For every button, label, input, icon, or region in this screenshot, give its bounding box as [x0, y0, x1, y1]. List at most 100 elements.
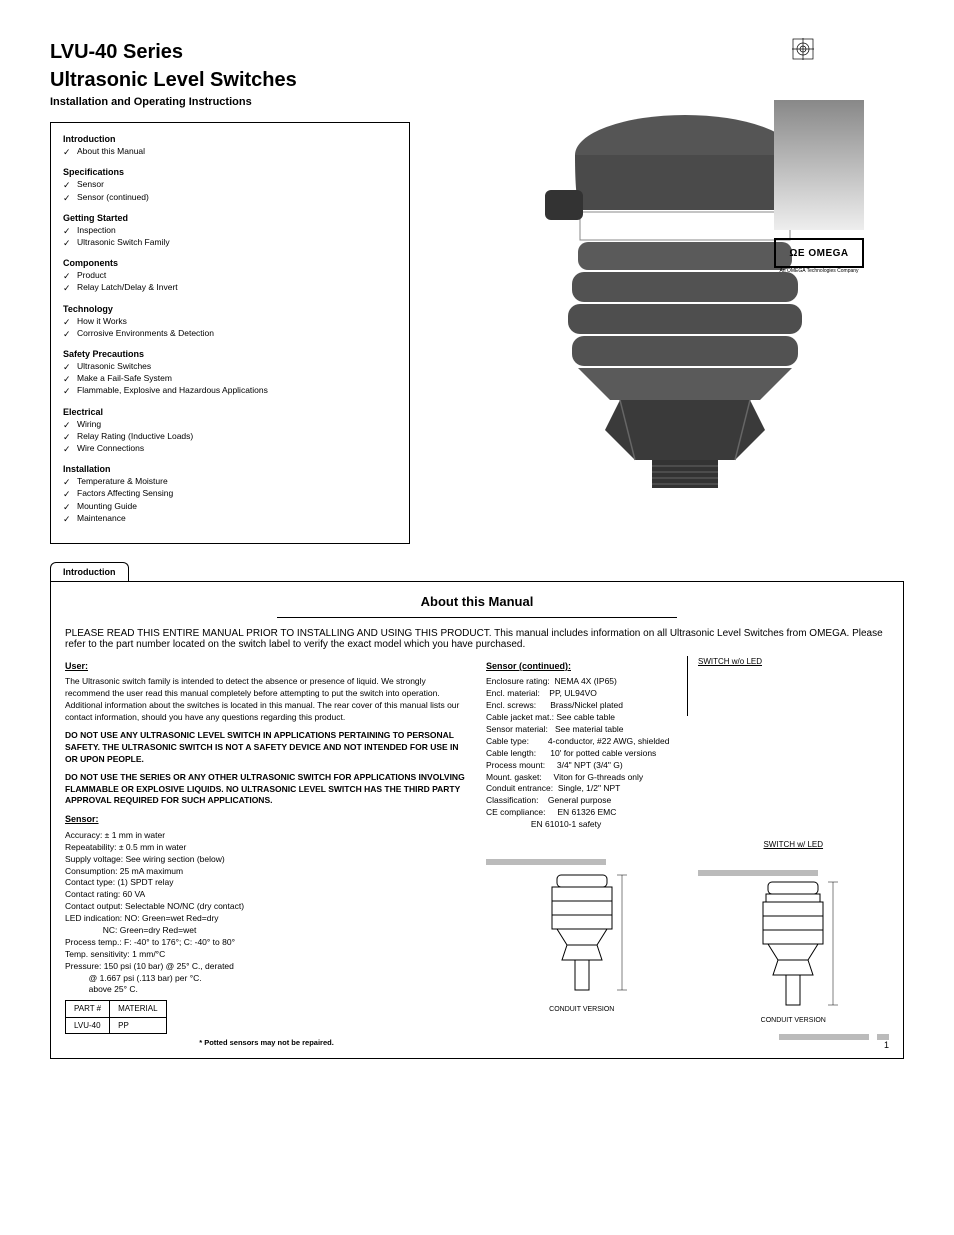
grey-bar-b: [877, 1034, 889, 1040]
spec-row: Pressure: 150 psi (10 bar) @ 25° C., der…: [65, 961, 468, 973]
index-item: ✓Maintenance: [63, 513, 397, 525]
index-heading: Components: [63, 257, 397, 269]
spec-row: Contact rating: 60 VA: [65, 889, 468, 901]
index-item-label: Relay Rating (Inductive Loads): [77, 431, 397, 442]
diagram-1-svg: [527, 865, 637, 1005]
diagram-row: CONDUIT VERSION SWITCH w/ LED: [486, 839, 889, 1026]
index-heading: Safety Precautions: [63, 348, 397, 360]
brand-sidebar: ΩE OMEGA An OMEGA Technologies Company: [774, 100, 864, 300]
index-item-label: Mounting Guide: [77, 501, 397, 512]
index-item: ✓Relay Latch/Delay & Invert: [63, 282, 397, 294]
sensor-cont-heading: Sensor (continued):: [486, 660, 677, 673]
index-item-label: Inspection: [77, 225, 397, 236]
index-item: ✓How it Works: [63, 316, 397, 328]
checkmark-icon: ✓: [63, 270, 77, 282]
checkmark-icon: ✓: [63, 179, 77, 191]
diagram-2-caption: CONDUIT VERSION: [698, 1016, 890, 1026]
diagram-1-title: SWITCH w/o LED: [698, 656, 889, 667]
index-item-label: Ultrasonic Switches: [77, 361, 397, 372]
index-item-label: Wire Connections: [77, 443, 397, 454]
checkmark-icon: ✓: [63, 192, 77, 204]
index-item-label: Factors Affecting Sensing: [77, 488, 397, 499]
table-header-part: PART #: [66, 1001, 110, 1017]
index-item: ✓Wiring: [63, 419, 397, 431]
index-item-label: Product: [77, 270, 397, 281]
spec-row: Conduit entrance: Single, 1/2" NPT: [486, 783, 677, 795]
user-heading: User:: [65, 660, 468, 673]
index-item-label: Maintenance: [77, 513, 397, 524]
index-item-label: Temperature & Moisture: [77, 476, 397, 487]
checkmark-icon: ✓: [63, 361, 77, 373]
spec-row: Sensor material: See material table: [486, 724, 677, 736]
index-item-label: Make a Fail-Safe System: [77, 373, 397, 384]
omega-logo: ΩE OMEGA: [774, 238, 864, 268]
spec-row: Consumption: 25 mA maximum: [65, 866, 468, 878]
checkmark-icon: ✓: [63, 501, 77, 513]
spec-row: Encl. material: PP, UL94VO: [486, 688, 677, 700]
index-item: ✓Inspection: [63, 225, 397, 237]
checkmark-icon: ✓: [63, 225, 77, 237]
sensor-cont-list: Enclosure rating: NEMA 4X (IP65)Encl. ma…: [486, 676, 677, 831]
checkmark-icon: ✓: [63, 282, 77, 294]
index-heading: Technology: [63, 303, 397, 315]
intro-paragraph: PLEASE READ THIS ENTIRE MANUAL PRIOR TO …: [65, 628, 905, 650]
potted-note: * Potted sensors may not be repaired.: [65, 1038, 468, 1049]
title-underline: [277, 617, 677, 618]
checkmark-icon: ✓: [63, 146, 77, 158]
sensor-spec-list: Accuracy: ± 1 mm in waterRepeatability: …: [65, 830, 468, 996]
grey-bar-a: [779, 1034, 869, 1040]
tab-bar: Introduction: [50, 562, 904, 581]
spec-row: above 25° C.: [65, 984, 468, 996]
index-heading: Getting Started: [63, 212, 397, 224]
checkmark-icon: ✓: [63, 431, 77, 443]
index-item-label: Corrosive Environments & Detection: [77, 328, 397, 339]
index-item: ✓Factors Affecting Sensing: [63, 488, 397, 500]
index-heading: Electrical: [63, 406, 397, 418]
diagram-1: CONDUIT VERSION: [486, 839, 678, 1026]
spec-row: Encl. screws: Brass/Nickel plated: [486, 700, 677, 712]
spec-row: Contact type: (1) SPDT relay: [65, 877, 468, 889]
spec-row: Cable jacket mat.: See cable table: [486, 712, 677, 724]
spec-row: LED indication: NO: Green=wet Red=dry: [65, 913, 468, 925]
vertical-divider: [687, 656, 688, 716]
spec-row: Process mount: 3/4" NPT (3/4" G): [486, 760, 677, 772]
diagram-2-svg: [738, 876, 848, 1016]
warning-1: DO NOT USE ANY ULTRASONIC LEVEL SWITCH I…: [65, 730, 468, 766]
spec-row: Cable length: 10' for potted cable versi…: [486, 748, 677, 760]
spec-row: Classification: General purpose: [486, 795, 677, 807]
table-cell-material: PP: [110, 1017, 166, 1033]
index-item: ✓Mounting Guide: [63, 501, 397, 513]
checkmark-icon: ✓: [63, 488, 77, 500]
spec-row: Mount. gasket: Viton for G-threads only: [486, 772, 677, 784]
brand-gradient: [774, 100, 864, 230]
diagram-2-title: SWITCH w/ LED: [698, 839, 890, 850]
checkmark-icon: ✓: [63, 419, 77, 431]
index-heading: Introduction: [63, 133, 397, 145]
checkmark-icon: ✓: [63, 316, 77, 328]
spec-row: Temp. sensitivity: 1 mm/°C: [65, 949, 468, 961]
index-heading: Specifications: [63, 166, 397, 178]
index-item-label: Relay Latch/Delay & Invert: [77, 282, 397, 293]
top-section: LVU-40 Series Ultrasonic Level Switches …: [50, 40, 904, 544]
spec-row: Accuracy: ± 1 mm in water: [65, 830, 468, 842]
index-item: ✓Flammable, Explosive and Hazardous Appl…: [63, 385, 397, 397]
checkmark-icon: ✓: [63, 385, 77, 397]
spec-row: Repeatability: ± 0.5 mm in water: [65, 842, 468, 854]
sensor-spec-heading: Sensor:: [65, 813, 468, 826]
spec-row: NC: Green=dry Red=wet: [65, 925, 468, 937]
right-column: Sensor (continued): Enclosure rating: NE…: [486, 656, 889, 1048]
index-item-label: Sensor: [77, 179, 397, 190]
index-item: ✓Sensor (continued): [63, 192, 397, 204]
index-item: ✓About this Manual: [63, 146, 397, 158]
checkmark-icon: ✓: [63, 443, 77, 455]
index-item-label: Wiring: [77, 419, 397, 430]
spec-row: Process temp.: F: -40° to 176°; C: -40° …: [65, 937, 468, 949]
spec-row: Supply voltage: See wiring section (belo…: [65, 854, 468, 866]
warning-2: DO NOT USE THE SERIES OR ANY OTHER ULTRA…: [65, 772, 468, 808]
index-item: ✓Corrosive Environments & Detection: [63, 328, 397, 340]
index-item: ✓Temperature & Moisture: [63, 476, 397, 488]
index-item-label: How it Works: [77, 316, 397, 327]
tab-introduction: Introduction: [50, 562, 129, 581]
checkmark-icon: ✓: [63, 476, 77, 488]
omega-tagline: An OMEGA Technologies Company: [774, 268, 864, 274]
